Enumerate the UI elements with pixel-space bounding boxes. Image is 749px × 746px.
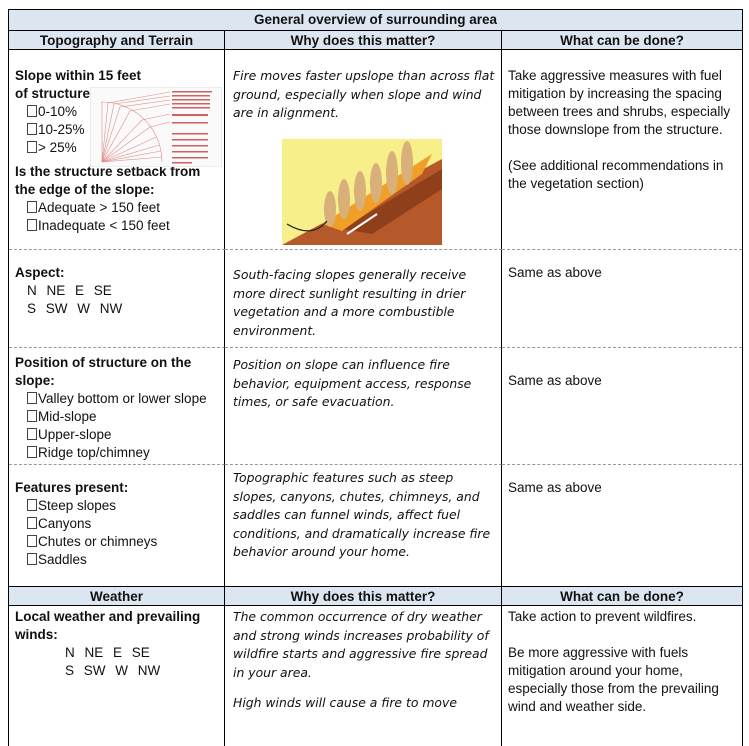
wind-directions[interactable]: S SW W NW: [65, 663, 161, 678]
aspect-why-text: South-facing slopes generally receive mo…: [225, 250, 502, 348]
overview-table: General overview of surrounding area Top…: [8, 9, 743, 746]
column-header: Why does this matter?: [225, 31, 502, 50]
checkbox-option[interactable]: Upper-slope: [15, 426, 218, 444]
slope-percentage-diagram: [90, 87, 222, 167]
features-what-text: Same as above: [502, 465, 742, 587]
checkbox-option[interactable]: Saddles: [15, 551, 218, 569]
position-why-text: Position on slope can influence fire beh…: [225, 348, 502, 465]
features-label: Features present:: [15, 480, 129, 495]
checkbox-option[interactable]: Ridge top/chimney: [15, 444, 218, 462]
checkbox-option[interactable]: Steep slopes: [15, 497, 218, 515]
aspect-directions[interactable]: N NE E SE: [27, 283, 112, 298]
table-title: General overview of surrounding area: [9, 10, 742, 31]
checkbox-option[interactable]: Mid-slope: [15, 408, 218, 426]
weather-what-text-2: Be more aggressive with fuels mitigation…: [508, 645, 719, 714]
fire-spread-uphill-image: [282, 139, 442, 245]
checkbox-option[interactable]: Chutes or chimneys: [15, 533, 218, 551]
checkbox-option[interactable]: Canyons: [15, 515, 218, 533]
column-header: Weather: [9, 587, 225, 606]
features-why-text: Topographic features such as steep slope…: [225, 465, 502, 587]
column-header: What can be done?: [502, 587, 742, 606]
slope-label: Slope within 15 feet of structure:: [15, 68, 142, 101]
setback-label: Is the structure setback from the edge o…: [15, 164, 201, 197]
weather-what-text: Take action to prevent wildfires.: [508, 609, 697, 624]
weather-label: Local weather and prevailing winds:: [15, 609, 201, 642]
weather-why-text: The common occurrence of dry weather and…: [233, 609, 489, 680]
aspect-label: Aspect:: [15, 265, 65, 280]
checkbox-option[interactable]: Valley bottom or lower slope: [15, 390, 218, 408]
slope-what-text: Take aggressive measures with fuel mitig…: [508, 68, 731, 137]
column-header: Topography and Terrain: [9, 31, 225, 50]
table-row-position: Position of structure on the slope: Vall…: [9, 348, 742, 465]
column-header: What can be done?: [502, 31, 742, 50]
checkbox-option[interactable]: Inadequate < 150 feet: [15, 217, 218, 235]
checkbox-option[interactable]: Adequate > 150 feet: [15, 199, 218, 217]
checkbox-option[interactable]: 0-10%: [15, 103, 218, 121]
slope-what-note: (See additional recommendations in the v…: [508, 158, 724, 191]
wind-directions[interactable]: N NE E SE: [65, 645, 150, 660]
position-what-text: Same as above: [502, 348, 742, 465]
header-row: Topography and Terrain Why does this mat…: [9, 31, 742, 50]
aspect-what-text: Same as above: [502, 250, 742, 348]
table-row-slope: Slope within 15 feet of structure: 0-10%…: [9, 50, 742, 250]
column-header: Why does this matter?: [225, 587, 502, 606]
table-row-features: Features present: Steep slopes Canyons C…: [9, 465, 742, 587]
checkbox-option[interactable]: > 25%: [15, 139, 218, 157]
weather-why-text-2: High winds will cause a fire to move: [233, 695, 457, 710]
table-row-weather: Local weather and prevailing winds: N NE…: [9, 606, 742, 746]
slope-why-text: Fire moves faster upslope than across fl…: [233, 68, 495, 120]
aspect-directions[interactable]: S SW W NW: [27, 301, 123, 316]
position-label: Position of structure on the slope:: [15, 355, 192, 388]
weather-header-row: Weather Why does this matter? What can b…: [9, 587, 742, 606]
table-row-aspect: Aspect: N NE E SE S SW W NW South-facing…: [9, 250, 742, 348]
checkbox-option[interactable]: 10-25%: [15, 121, 218, 139]
